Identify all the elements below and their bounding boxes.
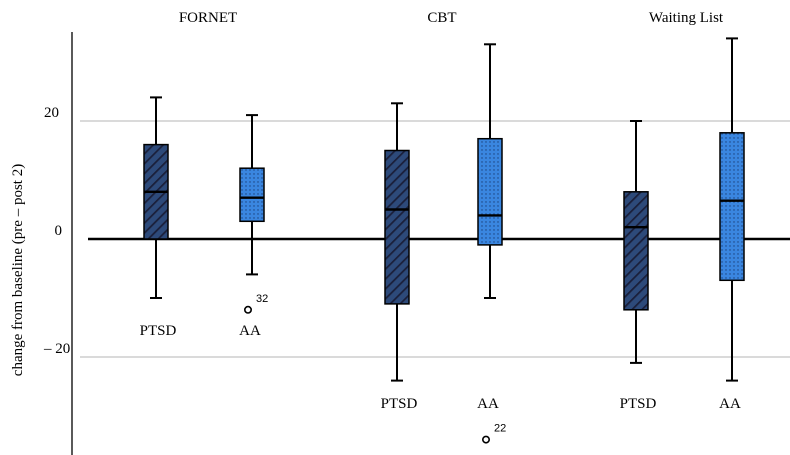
group-title-0: FORNET <box>179 10 237 26</box>
category-label-3: AA <box>477 396 499 412</box>
outlier-label-1-0: 32 <box>256 293 268 305</box>
y-axis-title: change from baseline (pre – post 2) <box>10 164 26 376</box>
group-title-1: CBT <box>427 10 456 26</box>
box-rect-2 <box>384 149 410 305</box>
category-label-5: AA <box>719 396 741 412</box>
box-1 <box>239 114 265 314</box>
category-label-4: PTSD <box>620 396 657 412</box>
box-2 <box>384 102 410 382</box>
box-rect-3 <box>477 137 503 246</box>
box-3 <box>477 43 503 444</box>
category-label-1: AA <box>239 323 261 339</box>
category-label-0: PTSD <box>140 323 177 339</box>
outlier-3-0 <box>481 435 490 444</box>
axis-layer <box>71 32 790 455</box>
text-layer: 20 0 – 20 change from baseline (pre – post … <box>10 10 741 435</box>
y-tick-label-0: 20 <box>44 105 59 121</box>
y-tick-label-1: 0 <box>55 223 63 239</box>
boxes-layer <box>143 37 745 444</box>
group-title-2: Waiting List <box>649 10 724 26</box>
outlier-1-0 <box>244 305 253 314</box>
box-4 <box>623 120 649 364</box>
box-rect-4 <box>623 191 649 311</box>
grid-layer <box>80 120 790 358</box>
box-0 <box>143 96 169 299</box>
outlier-label-3-0: 22 <box>494 423 506 435</box>
box-5 <box>719 37 745 382</box>
box-rect-5 <box>719 132 745 282</box>
y-tick-label-2: – 20 <box>43 341 70 357</box>
category-label-2: PTSD <box>381 396 418 412</box>
box-rect-1 <box>239 167 265 223</box>
